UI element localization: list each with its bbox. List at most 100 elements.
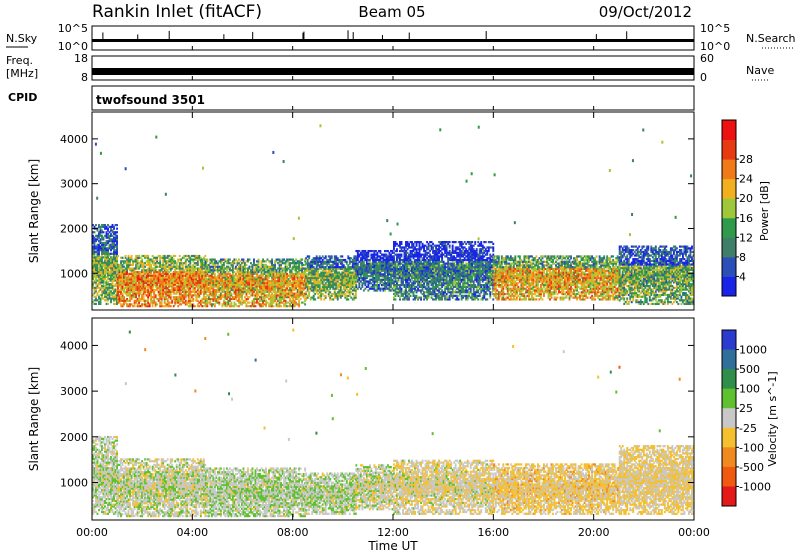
velocity-colorbar-tick-label: -25 — [739, 422, 757, 435]
velocity-region-0 — [92, 435, 118, 515]
velocity-scatter-dot — [364, 366, 367, 370]
velocity-scatter-dot — [330, 393, 333, 397]
velocity-scatter-dot — [227, 332, 230, 336]
power-y-tick-label: 2000 — [60, 222, 88, 235]
freq-label: Freq. — [6, 54, 33, 67]
power-region-4 — [355, 249, 394, 292]
velocity-colorbar: 1000 500 100 25 -25 -100 -500 -1000 — [721, 329, 771, 507]
power-scatter-dot — [94, 142, 97, 146]
power-colorbar-label: Power [dB] — [758, 181, 771, 241]
velocity-colorbar-tick-label: 100 — [739, 383, 760, 396]
power-scatter-dot — [631, 212, 634, 216]
velocity-y-tick-label: 3000 — [60, 385, 88, 398]
nave-label: Nave — [746, 64, 774, 77]
power-colorbar-swatch — [722, 276, 736, 297]
power-region-2 — [204, 258, 307, 308]
power-scatter-dot — [642, 128, 645, 132]
velocity-colorbar-tick-label: -100 — [739, 441, 764, 454]
nsky-tick-top: 10^5 — [58, 22, 88, 35]
power-scatter-dot — [389, 232, 392, 236]
power-scatter-dot — [631, 159, 634, 163]
velocity-scatter-dot — [231, 397, 234, 401]
velocity-colorbar-tick-label: 1000 — [739, 344, 767, 357]
velocity-scatter-dot — [597, 375, 600, 379]
power-y-label: Slant Range [km] — [27, 159, 41, 263]
power-colorbar-tick-label: 20 — [739, 192, 753, 205]
power-colorbar-tick-label: 16 — [739, 212, 753, 225]
power-scatter-dot — [155, 135, 158, 139]
velocity-scatter-dot — [287, 437, 290, 441]
power-colorbar-tick-label: 24 — [739, 173, 753, 186]
power-scatter-dot — [272, 150, 275, 154]
power-y-tick-label: 4000 — [60, 133, 88, 146]
x-tick-label: 00:00 — [678, 526, 710, 539]
power-scatter-dot — [477, 237, 480, 241]
nave-tick-bottom: 0 — [700, 71, 707, 84]
nave-tick-top: 60 — [700, 52, 714, 65]
x-axis-label: Time UT — [367, 539, 418, 553]
power-colorbar-swatch — [722, 237, 736, 258]
velocity-colorbar-swatch — [722, 486, 736, 507]
power-scatter-dot — [439, 128, 442, 132]
velocity-region-1 — [117, 458, 207, 518]
power-scatter-dot — [164, 192, 167, 196]
velocity-colorbar-tick-label: -1000 — [739, 480, 771, 493]
power-scatter-dot — [465, 179, 468, 183]
velocity-colorbar-swatch — [722, 466, 736, 487]
power-region-1 — [117, 254, 207, 308]
nsky-trace-band — [92, 39, 694, 42]
velocity-colorbar-swatch — [722, 408, 736, 429]
velocity-scatter-dot — [285, 379, 288, 383]
power-colorbar-swatch — [722, 159, 736, 180]
power-scatter-dot — [96, 196, 99, 200]
cpid-label: CPID — [8, 91, 37, 104]
velocity-region-5 — [393, 459, 495, 515]
velocity-heatmap — [92, 328, 694, 518]
power-y-tick-label: 1000 — [60, 267, 88, 280]
power-region-6 — [493, 255, 621, 301]
power-y-axis: 1000 2000 3000 4000 — [60, 133, 694, 280]
power-region-3 — [305, 255, 357, 301]
power-y-tick-label: 3000 — [60, 178, 88, 191]
x-tick-label: 04:00 — [176, 526, 208, 539]
velocity-scatter-dot — [174, 373, 177, 377]
freq-unit: [MHz] — [6, 67, 38, 80]
velocity-y-tick-label: 2000 — [60, 431, 88, 444]
velocity-colorbar-label: Velocity [m s^-1] — [766, 371, 779, 466]
power-scatter-dot — [386, 219, 389, 223]
velocity-colorbar-frame — [721, 329, 737, 507]
velocity-colorbar-swatch — [722, 330, 736, 351]
freq-tick-bottom: 8 — [81, 71, 88, 84]
beam-title: Beam 05 — [358, 3, 425, 21]
power-scatter-dot — [493, 173, 496, 177]
velocity-colorbar-tick-label: 25 — [739, 402, 753, 415]
velocity-scatter-dot — [562, 350, 565, 354]
velocity-y-label: Slant Range [km] — [27, 367, 41, 471]
power-scatter-dot — [297, 216, 300, 220]
velocity-scatter-dot — [204, 337, 207, 341]
x-axis: 00:00 04:00 08:00 12:00 16:00 20:00 00:00 — [76, 46, 710, 539]
power-region-5 — [393, 241, 495, 301]
power-colorbar-swatch — [722, 178, 736, 199]
power-scatter-dot — [690, 174, 693, 178]
velocity-region-2 — [204, 467, 307, 518]
power-colorbar-tick-label: 28 — [739, 153, 753, 166]
power-colorbar-swatch — [722, 217, 736, 238]
velocity-region-6 — [493, 463, 621, 515]
velocity-colorbar-tick-label: -500 — [739, 461, 764, 474]
velocity-scatter-dot — [124, 382, 127, 386]
nsearch-label: N.Search — [746, 32, 796, 45]
power-colorbar-swatch — [722, 198, 736, 219]
velocity-scatter-dot — [254, 358, 257, 362]
x-tick-label: 08:00 — [277, 526, 309, 539]
nsky-label: N.Sky — [6, 32, 38, 45]
velocity-scatter-dot — [346, 376, 349, 380]
velocity-y-tick-label: 1000 — [60, 477, 88, 490]
freq-trace-band — [92, 68, 694, 75]
power-colorbar-tick-label: 8 — [739, 251, 746, 264]
freq-trace — [92, 68, 694, 75]
nsky-trace — [92, 30, 694, 42]
freq-tick-top: 18 — [74, 52, 88, 65]
velocity-scatter-dot — [128, 330, 131, 334]
